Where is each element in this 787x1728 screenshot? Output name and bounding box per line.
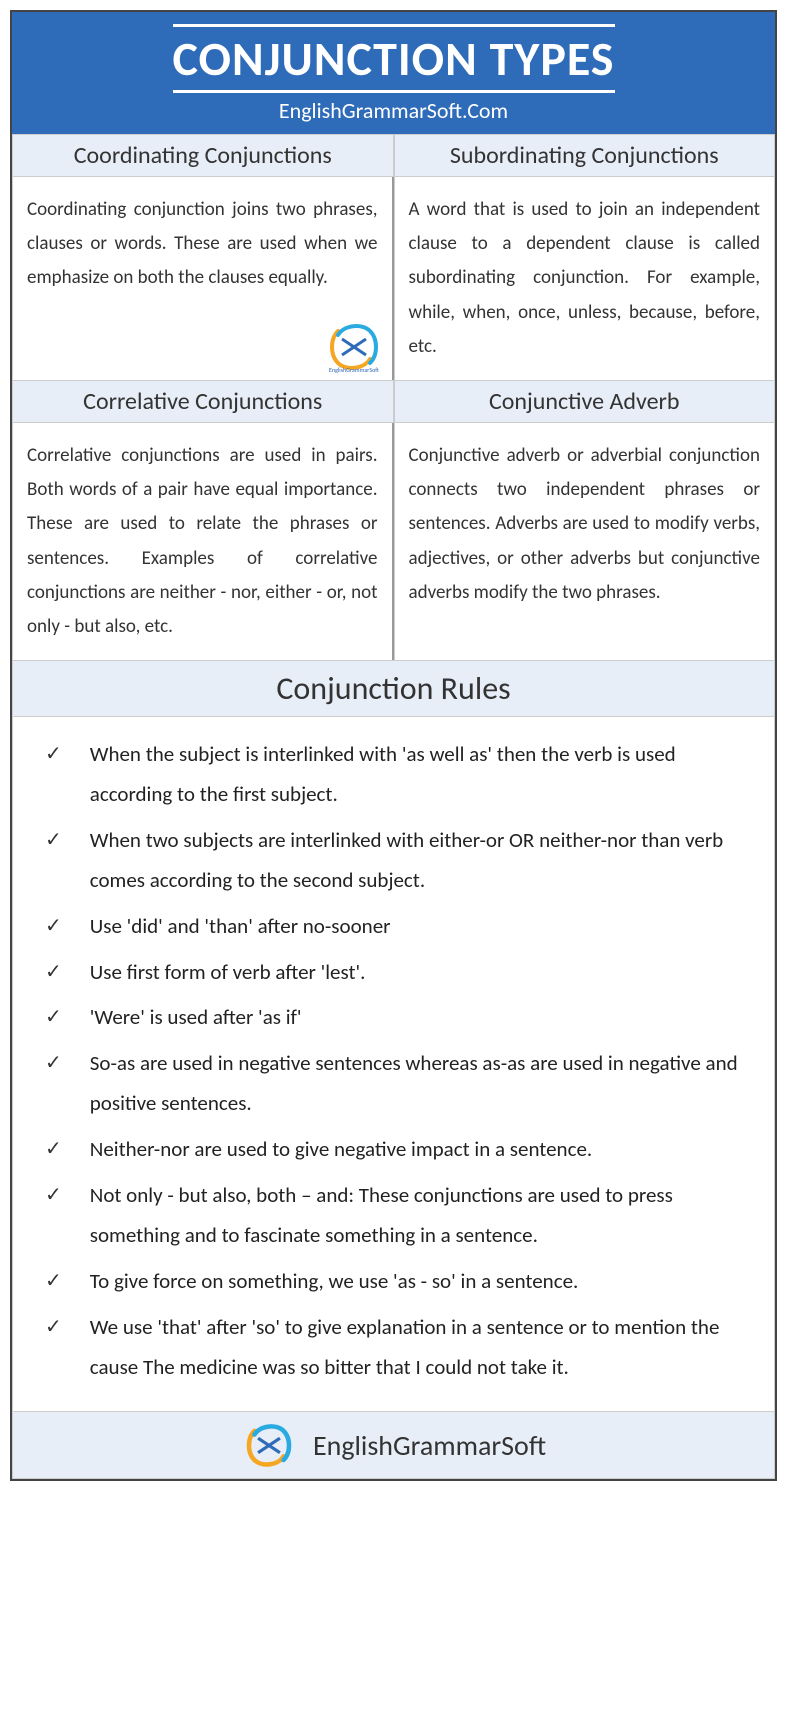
rule-item: ✓ 'Were' is used after 'as if' xyxy=(45,998,750,1038)
sections-grid-headings-row1: Coordinating Conjunctions Subordinating … xyxy=(12,134,775,177)
brand-logo-icon xyxy=(241,1420,297,1470)
rule-text: Neither-nor are used to give negative im… xyxy=(90,1130,592,1170)
checkmark-icon: ✓ xyxy=(45,1308,62,1346)
rule-item: ✓ Not only - but also, both – and: These … xyxy=(45,1176,750,1256)
rule-item: ✓ When two subjects are interlinked with … xyxy=(45,821,750,901)
checkmark-icon: ✓ xyxy=(45,1130,62,1168)
rule-text: Use first form of verb after 'lest'. xyxy=(90,953,366,993)
rule-text: When the subject is interlinked with 'as… xyxy=(90,735,750,815)
section-text: Coordinating conjunction joins two phras… xyxy=(27,198,378,289)
rule-text: Use 'did' and 'than' after no-sooner xyxy=(90,907,391,947)
rule-item: ✓ So-as are used in negative sentences wh… xyxy=(45,1044,750,1124)
rule-item: ✓ Use 'did' and 'than' after no-sooner xyxy=(45,907,750,947)
brand-logo-icon: EnglishGrammarSoft xyxy=(324,319,384,374)
checkmark-icon: ✓ xyxy=(45,1262,62,1300)
rule-item: ✓ We use 'that' after 'so' to give explan… xyxy=(45,1308,750,1388)
main-title: CONJUNCTION TYPES xyxy=(12,12,775,97)
footer: EnglishGrammarSoft xyxy=(12,1412,775,1479)
svg-text:EnglishGrammarSoft: EnglishGrammarSoft xyxy=(329,366,379,374)
checkmark-icon: ✓ xyxy=(45,821,62,859)
rule-text: We use 'that' after 'so' to give explana… xyxy=(90,1308,750,1388)
rule-item: ✓ Use first form of verb after 'lest'. xyxy=(45,953,750,993)
checkmark-icon: ✓ xyxy=(45,907,62,945)
main-title-text: CONJUNCTION TYPES xyxy=(173,24,615,93)
checkmark-icon: ✓ xyxy=(45,735,62,773)
rule-text: Not only - but also, both – and: These c… xyxy=(90,1176,750,1256)
rule-text: 'Were' is used after 'as if' xyxy=(90,998,302,1038)
section-text: Correlative conjunctions are used in pai… xyxy=(27,439,378,644)
section-body-correlative: Correlative conjunctions are used in pai… xyxy=(12,423,394,660)
section-heading-conjunctive-adverb: Conjunctive Adverb xyxy=(394,380,776,423)
rules-heading: Conjunction Rules xyxy=(12,660,775,717)
section-body-subordinating: A word that is used to join an independe… xyxy=(394,177,776,380)
checkmark-icon: ✓ xyxy=(45,998,62,1036)
section-heading-coordinating: Coordinating Conjunctions xyxy=(12,134,394,177)
rule-text: To give force on something, we use 'as -… xyxy=(90,1262,579,1302)
checkmark-icon: ✓ xyxy=(45,953,62,991)
rule-item: ✓ To give force on something, we use 'as … xyxy=(45,1262,750,1302)
rule-item: ✓ When the subject is interlinked with 'a… xyxy=(45,735,750,815)
section-body-conjunctive-adverb: Conjunctive adverb or adverbial conjunct… xyxy=(394,423,776,660)
rule-text: So-as are used in negative sentences whe… xyxy=(90,1044,750,1124)
checkmark-icon: ✓ xyxy=(45,1044,62,1082)
subtitle: EnglishGrammarSoft.Com xyxy=(12,97,775,134)
section-body-coordinating: Coordinating conjunction joins two phras… xyxy=(12,177,394,380)
sections-grid-body-row1: Coordinating conjunction joins two phras… xyxy=(12,177,775,380)
document-container: CONJUNCTION TYPES EnglishGrammarSoft.Com… xyxy=(10,10,777,1481)
sections-grid-body-row2: Correlative conjunctions are used in pai… xyxy=(12,423,775,660)
rule-text: When two subjects are interlinked with e… xyxy=(90,821,750,901)
footer-brand: EnglishGrammarSoft xyxy=(313,1428,546,1463)
sections-grid-headings-row2: Correlative Conjunctions Conjunctive Adv… xyxy=(12,380,775,423)
rules-list: ✓ When the subject is interlinked with 'a… xyxy=(12,717,775,1412)
checkmark-icon: ✓ xyxy=(45,1176,62,1214)
section-heading-subordinating: Subordinating Conjunctions xyxy=(394,134,776,177)
rule-item: ✓ Neither-nor are used to give negative i… xyxy=(45,1130,750,1170)
section-heading-correlative: Correlative Conjunctions xyxy=(12,380,394,423)
